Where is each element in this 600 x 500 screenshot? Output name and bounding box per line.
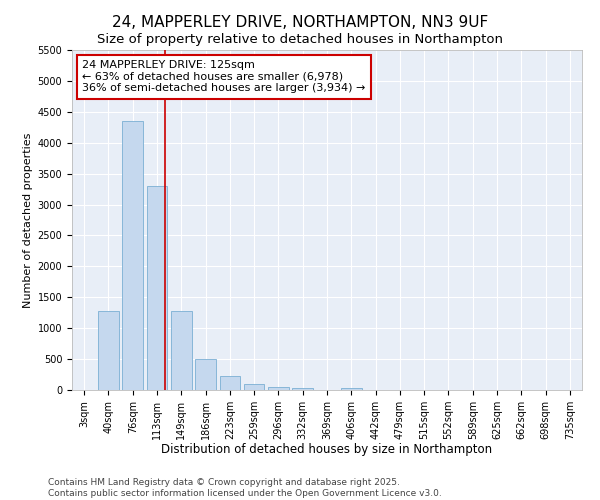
- Bar: [195, 359, 216, 390]
- Bar: [292, 388, 313, 390]
- Text: 24, MAPPERLEY DRIVE, NORTHAMPTON, NN3 9UF: 24, MAPPERLEY DRIVE, NORTHAMPTON, NN3 9U…: [112, 15, 488, 30]
- Text: Contains HM Land Registry data © Crown copyright and database right 2025.
Contai: Contains HM Land Registry data © Crown c…: [48, 478, 442, 498]
- X-axis label: Distribution of detached houses by size in Northampton: Distribution of detached houses by size …: [161, 444, 493, 456]
- Bar: [171, 311, 191, 390]
- Bar: [220, 376, 240, 390]
- Bar: [268, 387, 289, 390]
- Text: 24 MAPPERLEY DRIVE: 125sqm
← 63% of detached houses are smaller (6,978)
36% of s: 24 MAPPERLEY DRIVE: 125sqm ← 63% of deta…: [82, 60, 365, 94]
- Text: Size of property relative to detached houses in Northampton: Size of property relative to detached ho…: [97, 32, 503, 46]
- Bar: [122, 121, 143, 390]
- Bar: [146, 186, 167, 390]
- Bar: [341, 388, 362, 390]
- Y-axis label: Number of detached properties: Number of detached properties: [23, 132, 34, 308]
- Bar: [98, 312, 119, 390]
- Bar: [244, 384, 265, 390]
